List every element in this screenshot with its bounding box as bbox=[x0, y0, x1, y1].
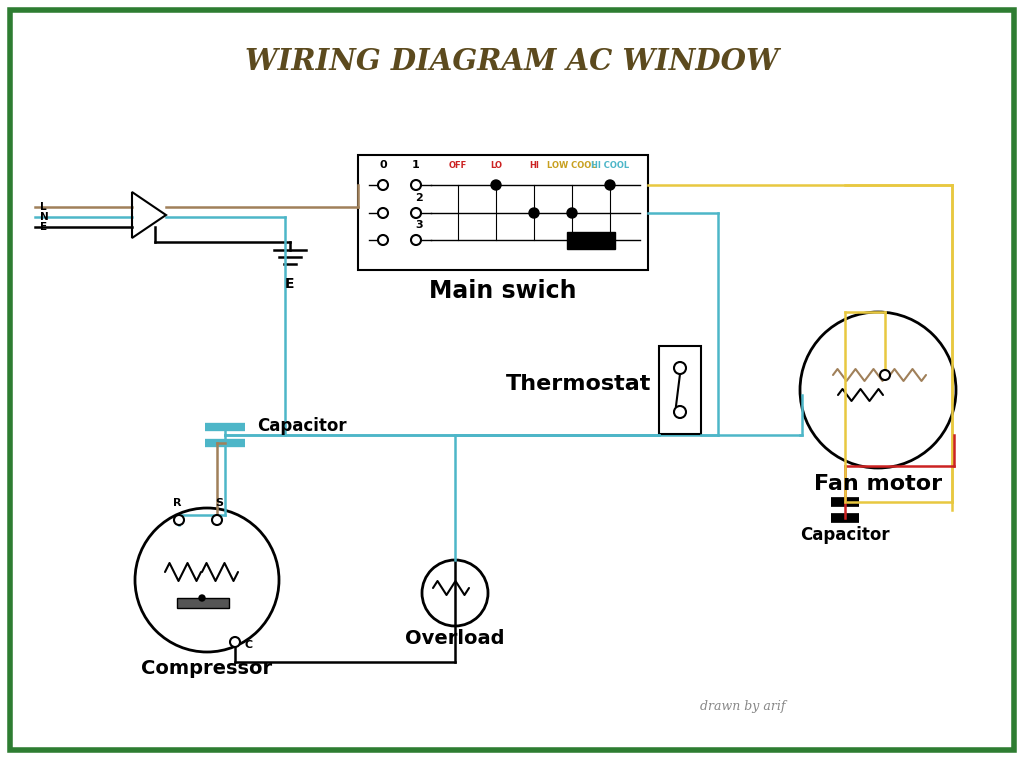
Circle shape bbox=[880, 370, 890, 380]
Circle shape bbox=[567, 208, 577, 218]
Text: N: N bbox=[40, 212, 49, 222]
Text: 1: 1 bbox=[412, 160, 420, 170]
Text: S: S bbox=[215, 498, 223, 508]
Bar bbox=[659, 346, 701, 434]
Circle shape bbox=[230, 637, 240, 647]
Text: Fan motor: Fan motor bbox=[814, 474, 942, 494]
Circle shape bbox=[605, 180, 615, 190]
Circle shape bbox=[674, 362, 686, 374]
Text: Main swich: Main swich bbox=[429, 279, 577, 303]
Text: drawn by arif: drawn by arif bbox=[700, 700, 785, 713]
Circle shape bbox=[212, 515, 222, 525]
Circle shape bbox=[378, 208, 388, 218]
Text: LOW COOL: LOW COOL bbox=[547, 161, 597, 170]
Text: Compressor: Compressor bbox=[141, 659, 272, 678]
Circle shape bbox=[378, 180, 388, 190]
Text: HI: HI bbox=[529, 161, 539, 170]
Circle shape bbox=[411, 180, 421, 190]
Text: WIRING DIAGRAM AC WINDOW: WIRING DIAGRAM AC WINDOW bbox=[245, 47, 779, 77]
Circle shape bbox=[199, 595, 205, 601]
Text: Thermostat: Thermostat bbox=[506, 374, 651, 394]
Text: C: C bbox=[245, 640, 253, 650]
Text: E: E bbox=[40, 222, 47, 232]
Bar bbox=[567, 232, 615, 249]
Circle shape bbox=[174, 515, 184, 525]
Text: HI COOL: HI COOL bbox=[591, 161, 629, 170]
Circle shape bbox=[674, 406, 686, 418]
Circle shape bbox=[411, 208, 421, 218]
Text: Capacitor: Capacitor bbox=[257, 417, 347, 435]
Text: Capacitor: Capacitor bbox=[800, 526, 890, 544]
Text: L: L bbox=[40, 202, 47, 212]
Bar bbox=[358, 155, 648, 270]
Text: 3: 3 bbox=[415, 220, 423, 230]
Circle shape bbox=[529, 208, 539, 218]
Text: 0: 0 bbox=[379, 160, 387, 170]
Text: OFF: OFF bbox=[449, 161, 467, 170]
Circle shape bbox=[378, 235, 388, 245]
Text: R: R bbox=[173, 498, 181, 508]
Text: 2: 2 bbox=[415, 193, 423, 203]
Circle shape bbox=[411, 235, 421, 245]
Text: LO: LO bbox=[490, 161, 502, 170]
Bar bbox=[177, 598, 229, 608]
Text: Overload: Overload bbox=[406, 629, 505, 648]
Text: E: E bbox=[286, 277, 295, 291]
Circle shape bbox=[490, 180, 501, 190]
